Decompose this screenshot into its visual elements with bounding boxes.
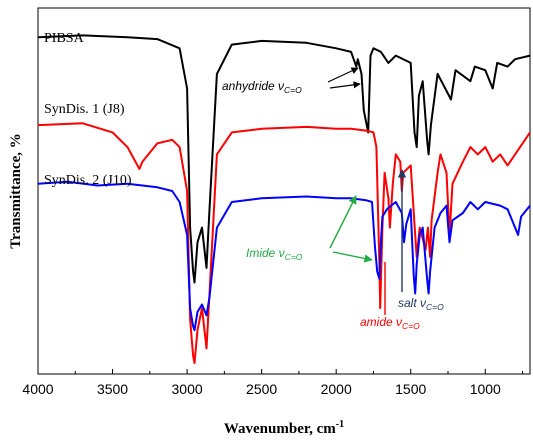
annotation-imide: Imide νC=O [246, 246, 303, 262]
series-label-pibsa: PIBSA [44, 31, 85, 46]
plot-frame [37, 7, 531, 375]
annotation-amide-text: amide ν [360, 315, 402, 329]
x-axis-title: Wavenumber, cm-1 [224, 419, 344, 437]
annotation-imide-sub: C=O [285, 252, 303, 262]
x-tick-label: 3500 [97, 381, 128, 397]
annotation-imide-text: Imide ν [246, 246, 285, 260]
annotation-amide: amide νC=O [360, 315, 420, 331]
annotation-salt: salt νC=O [398, 296, 444, 312]
anhydride-arrow-2 [329, 81, 361, 89]
x-tick-label: 2000 [321, 381, 352, 397]
x-axis-ticks: 4000 3500 3000 2500 2000 1500 1000 [22, 369, 524, 397]
x-tick-label: 3000 [172, 381, 203, 397]
series-label-syndis1: SynDis. 1 (J8) [44, 102, 125, 117]
annotation-salt-text: salt ν [398, 296, 426, 310]
annotation-anhydride-sub: C=O [284, 85, 302, 95]
y-axis-title: Transmittance, % [8, 133, 24, 249]
x-axis-title-sup: -1 [336, 419, 344, 430]
imide-arrow-2 [332, 251, 373, 263]
series-line-2 [37, 180, 531, 332]
series-line-1 [37, 122, 531, 364]
x-tick-label: 1500 [395, 381, 426, 397]
anhydride-arrow-1 [327, 67, 359, 83]
series-label-syndis2: SynDis. 2 (J10) [44, 173, 132, 188]
imide-arrow-1 [329, 195, 357, 249]
series-lines [37, 34, 531, 364]
annotation-anhydride: anhydride νC=O [222, 79, 302, 95]
x-tick-label: 2500 [246, 381, 277, 397]
series-line-0 [37, 34, 531, 284]
annotation-anhydride-text: anhydride ν [222, 79, 284, 93]
annotation-amide-sub: C=O [402, 321, 420, 331]
x-tick-label: 4000 [22, 381, 53, 397]
annotation-salt-sub: C=O [426, 302, 444, 312]
x-tick-label: 1000 [470, 381, 501, 397]
x-axis-title-text: Wavenumber, cm [224, 421, 336, 437]
